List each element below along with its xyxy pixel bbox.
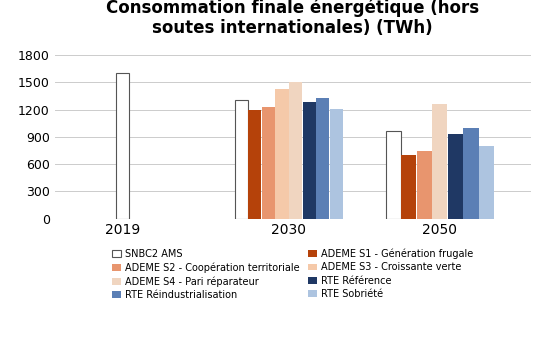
Bar	[463, 128, 479, 219]
Bar	[248, 110, 261, 219]
Bar	[235, 100, 248, 219]
Bar	[116, 74, 129, 219]
Title: Consommation finale énergétique (hors
soutes internationales) (TWh): Consommation finale énergétique (hors so…	[106, 0, 479, 37]
Bar	[262, 107, 275, 219]
Bar	[316, 98, 329, 219]
Bar	[289, 83, 302, 219]
Bar	[401, 155, 416, 219]
Bar	[417, 151, 432, 219]
Bar	[448, 134, 463, 219]
Bar	[302, 102, 316, 219]
Bar	[276, 89, 289, 219]
Bar	[330, 109, 343, 219]
Bar	[479, 146, 494, 219]
Bar	[386, 132, 401, 219]
Legend: SNBC2 AMS, ADEME S2 - Coopération territoriale, ADEME S4 - Pari réparateur, RTE : SNBC2 AMS, ADEME S2 - Coopération territ…	[108, 245, 478, 304]
Bar	[433, 104, 447, 219]
